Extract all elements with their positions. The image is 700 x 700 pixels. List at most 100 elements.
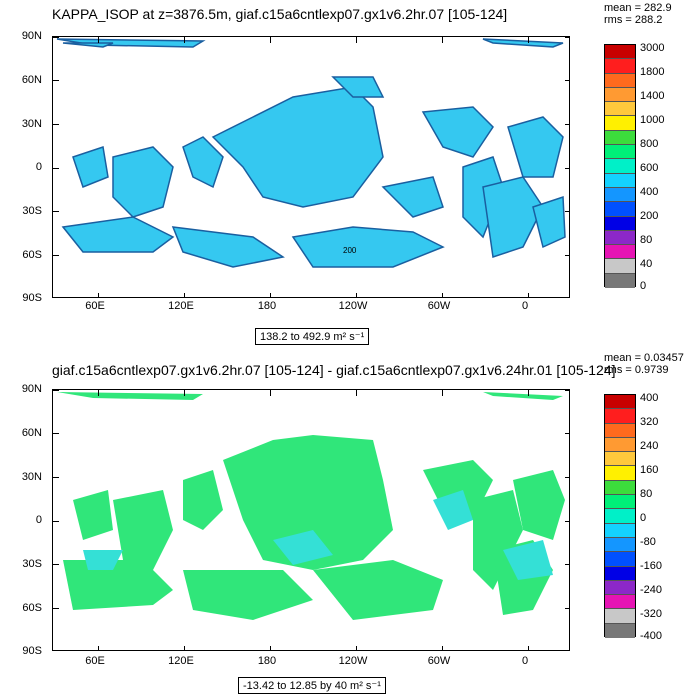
panel1-map: 200 <box>52 36 570 298</box>
colorbar-swatch <box>605 523 635 538</box>
panel2-map <box>52 389 570 651</box>
panel1-cb-label-4: 800 <box>640 138 659 150</box>
panel2-field-cyan <box>83 490 553 580</box>
lat-tick <box>565 211 569 213</box>
colorbar-swatch <box>605 130 635 146</box>
colorbar-swatch <box>605 437 635 453</box>
lon-tick <box>441 293 443 297</box>
panel2-lat-60s: 60S <box>22 602 42 614</box>
atlantic-east-diff <box>513 470 565 540</box>
lat-tick <box>53 254 59 256</box>
colorbar-swatch <box>605 216 635 231</box>
colorbar-swatch <box>605 159 635 174</box>
lat-tick <box>53 520 59 522</box>
lon-tick <box>269 37 271 43</box>
colorbar-swatch <box>605 259 635 274</box>
panel2-field-shapes <box>57 392 565 620</box>
panel2-cb-label-9: -320 <box>640 608 663 620</box>
panel2-cb-label-3: 160 <box>640 464 659 476</box>
panel2-lon-120w: 120W <box>338 655 368 667</box>
colorbar-swatch <box>605 552 635 567</box>
colorbar-swatch <box>605 537 635 553</box>
lon-tick <box>183 646 185 650</box>
cyan-patch-4 <box>503 540 553 580</box>
panel1-cb-label-3: 1000 <box>640 114 665 126</box>
lat-tick <box>53 80 59 82</box>
atlantic-north <box>421 106 494 158</box>
lon-tick <box>97 390 99 396</box>
colorbar-swatch <box>605 230 635 246</box>
panel1-cb-label-7: 200 <box>640 210 659 222</box>
atlantic-mid-diff <box>473 490 523 590</box>
panel1-lat-0: 0 <box>35 161 42 173</box>
pacific-north <box>331 76 385 98</box>
panel2-colorbar <box>604 394 636 639</box>
lon-tick <box>355 37 357 43</box>
south-atlantic <box>482 176 544 258</box>
lat-tick <box>565 520 569 522</box>
colorbar-swatch <box>605 409 635 424</box>
colorbar-swatch <box>605 273 635 289</box>
colorbar-swatch <box>605 145 635 160</box>
panel1-lon-180: 180 <box>257 300 277 312</box>
lat-tick <box>565 476 569 478</box>
colorbar-swatch <box>605 466 635 481</box>
lon-tick <box>269 390 271 396</box>
southern-west <box>61 216 175 253</box>
lon-tick <box>355 646 357 650</box>
indian-far-west <box>72 146 109 188</box>
arctic-ice-east <box>482 38 564 48</box>
colorbar-swatch <box>605 202 635 217</box>
indian-far-west-diff <box>73 490 113 540</box>
southern-central-diff <box>313 560 443 620</box>
colorbar-swatch <box>605 495 635 510</box>
lon-tick <box>355 390 357 396</box>
lon-tick <box>441 646 443 650</box>
panel1-lat-30s: 30S <box>22 205 42 217</box>
cyan-patch-3 <box>433 490 473 530</box>
pacific-main <box>211 86 384 208</box>
colorbar-swatch <box>605 173 635 188</box>
panel1-lat-60n: 60N <box>21 74 42 86</box>
lat-tick <box>53 211 59 213</box>
panel1-lon-120e: 120E <box>168 300 194 312</box>
panel1-cb-label-5: 600 <box>640 162 659 174</box>
lat-tick <box>565 37 569 38</box>
lat-tick <box>53 607 59 609</box>
panel1-lat-30n: 30N <box>21 118 42 130</box>
colorbar-swatch <box>605 452 635 467</box>
arctic-west-diff <box>57 392 203 400</box>
lon-tick <box>527 293 529 297</box>
panel1-cb-label-1: 1800 <box>640 66 665 78</box>
pacific-main-diff <box>223 435 393 570</box>
panel1-cb-label-0: 3000 <box>640 42 665 54</box>
panel1-field-shapes <box>56 38 566 268</box>
colorbar-swatch <box>605 623 635 639</box>
panel2-lat-60n: 60N <box>21 427 42 439</box>
lon-tick <box>183 293 185 297</box>
arctic-east-diff <box>483 392 563 400</box>
panel1-lon-0: 0 <box>521 300 529 312</box>
panel2-field-svg <box>57 392 565 620</box>
panel-difference: giaf.c15a6cntlexp07.gx1v6.2hr.07 [105-12… <box>0 350 700 700</box>
lat-tick <box>53 123 59 125</box>
south-pacific-east <box>381 176 444 218</box>
atlantic-east <box>507 116 564 178</box>
panel2-lon-60w: 60W <box>427 655 451 667</box>
panel2-cb-label-8: -240 <box>640 584 663 596</box>
contour-label: 200 <box>343 246 357 255</box>
lat-tick <box>565 80 569 82</box>
lat-tick <box>565 564 569 566</box>
lon-tick <box>441 390 443 396</box>
panel2-mean: mean = 0.03457 <box>604 352 684 364</box>
panel1-cb-label-2: 1400 <box>640 90 665 102</box>
panel2-cb-label-6: -80 <box>640 536 656 548</box>
lon-tick <box>97 37 99 43</box>
lon-tick <box>97 293 99 297</box>
colorbar-swatch <box>605 595 635 610</box>
panel2-lat-30s: 30S <box>22 558 42 570</box>
panel1-lat-90s: 90S <box>22 292 42 304</box>
lat-tick <box>565 433 569 435</box>
south-atlantic-east <box>532 195 566 249</box>
colorbar-swatch <box>605 395 635 410</box>
